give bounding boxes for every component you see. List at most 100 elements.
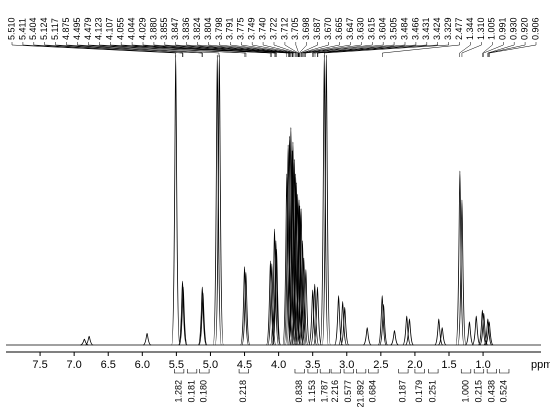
peak <box>171 54 181 346</box>
peak-label: 4.044 <box>126 17 136 40</box>
peak-label: 3.740 <box>257 17 267 40</box>
peak-leader <box>299 42 318 57</box>
integral-label: 0.180 <box>199 380 209 403</box>
peak-leader <box>99 42 271 57</box>
peak <box>405 318 414 346</box>
peak-leader <box>33 42 184 57</box>
peak-leader <box>298 42 307 57</box>
integral-bracket <box>294 369 305 374</box>
peak <box>301 269 311 346</box>
integral-bracket <box>186 369 198 374</box>
peak-leader <box>164 42 289 57</box>
peak-leader <box>44 42 203 57</box>
x-tick-label: 2.5 <box>373 359 388 371</box>
peak-leader <box>251 42 296 57</box>
integral-label: 0.215 <box>473 380 483 403</box>
peak-leader <box>262 42 297 57</box>
peak <box>85 335 94 346</box>
peak-label: 3.791 <box>225 17 235 40</box>
peak-leader <box>303 42 362 57</box>
peak <box>178 286 188 346</box>
x-axis-label: ppm <box>531 359 550 371</box>
peak-label: 3.880 <box>148 17 158 40</box>
peak-leader <box>483 42 504 57</box>
integral-bracket <box>343 369 354 374</box>
peak-leader <box>488 42 526 57</box>
peak <box>484 321 494 346</box>
peak <box>178 280 187 346</box>
peak-leader <box>241 42 295 57</box>
integral-bracket <box>319 369 331 374</box>
peak-leader <box>110 42 272 57</box>
peak-leader <box>312 42 395 57</box>
peak-leader <box>273 42 298 57</box>
peak-label: 3.749 <box>247 17 257 40</box>
peak <box>313 286 322 346</box>
peak-leader <box>317 42 428 57</box>
x-tick-label: 3.5 <box>305 359 320 371</box>
peak-label: 3.687 <box>312 17 322 40</box>
peak-leader <box>55 42 203 57</box>
peak-leader <box>153 42 288 57</box>
peak-label: 3.424 <box>432 17 442 40</box>
peak-leader <box>66 42 220 57</box>
peak-label: 0.920 <box>519 17 529 40</box>
peak-label: 0.930 <box>509 17 519 40</box>
integral-label: 0.524 <box>499 380 509 403</box>
peak-label: 3.705 <box>290 17 300 40</box>
peak-label: 3.615 <box>367 17 377 40</box>
integral-label: 0.187 <box>398 380 408 403</box>
peak <box>483 318 493 346</box>
integral-label: 1.153 <box>307 380 317 403</box>
peak-label: 5.411 <box>17 18 27 40</box>
integral-label: 0.438 <box>486 380 496 403</box>
peak-label: 3.722 <box>268 17 278 40</box>
x-tick-label: 2.0 <box>407 359 422 371</box>
peak-leader <box>88 42 247 57</box>
peak <box>240 266 249 346</box>
integral-bracket <box>460 369 472 374</box>
peak <box>402 315 412 346</box>
peak-leader <box>482 42 493 57</box>
peak <box>270 228 279 346</box>
peak <box>285 135 294 346</box>
x-tick-label: 4.0 <box>271 359 286 371</box>
peak <box>296 208 306 346</box>
peak-label: 4.875 <box>61 17 71 40</box>
peak <box>271 240 281 346</box>
peak-label: 3.647 <box>345 17 355 40</box>
integral-bracket <box>368 369 379 374</box>
peak-label: 3.798 <box>214 17 224 40</box>
integral-bracket <box>499 369 510 374</box>
peak <box>477 309 487 346</box>
peak <box>465 321 474 346</box>
peak-leader <box>230 42 294 57</box>
peak-leader <box>22 42 183 57</box>
integral-bracket <box>486 369 498 374</box>
integral-label: 1.000 <box>460 380 470 403</box>
peak-label: 1.310 <box>476 17 486 40</box>
peak-label: 3.804 <box>203 17 213 40</box>
peak-leader <box>489 42 537 57</box>
peak-label: 4.055 <box>116 17 126 40</box>
peak <box>377 295 387 346</box>
peak <box>340 306 350 346</box>
peak-label: 5.510 <box>6 17 16 40</box>
peak-leader <box>219 42 293 57</box>
peak-label: 5.124 <box>39 17 49 40</box>
peak-leader <box>302 42 351 57</box>
peak <box>197 286 207 346</box>
integral-label: 0.684 <box>368 380 378 403</box>
peak-label: 4.029 <box>137 17 147 40</box>
peak <box>214 54 224 346</box>
peak-leader <box>317 42 438 57</box>
integral-label: 21.892 <box>355 380 365 408</box>
x-tick-label: 7.0 <box>67 359 82 371</box>
x-tick-label: 4.5 <box>237 359 252 371</box>
peak-leader <box>304 42 373 57</box>
x-tick-label: 5.5 <box>169 359 184 371</box>
peak <box>299 257 309 346</box>
peak-label: 3.698 <box>301 17 311 40</box>
peak-leader <box>208 42 293 57</box>
peak-leader <box>305 42 384 57</box>
